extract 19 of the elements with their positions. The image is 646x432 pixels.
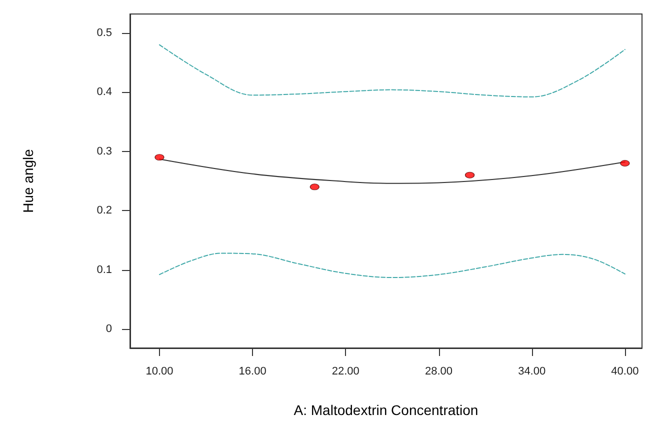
y-tick-label: 0 <box>106 323 112 336</box>
y-tick-label: 0.1 <box>96 264 112 276</box>
y-tick-label: 0.4 <box>96 86 112 98</box>
x-tick-label: 16.00 <box>238 366 266 378</box>
x-axis-title: A: Maltodextrin Concentration <box>294 402 478 418</box>
y-tick-label: 0.3 <box>96 145 112 158</box>
x-tick-label: 22.00 <box>332 366 360 378</box>
point <box>154 154 164 161</box>
y-axis-title: Hue angle <box>20 148 36 213</box>
x-tick-label: 40.00 <box>611 366 639 378</box>
y-tick-label: 0.2 <box>96 204 112 217</box>
point <box>310 184 320 190</box>
x-tick-label: 10.00 <box>146 366 174 378</box>
line-series <box>158 44 626 98</box>
x-tick-label: 28.00 <box>424 366 453 378</box>
x-tick-label: 34.00 <box>518 366 546 378</box>
point <box>620 160 630 167</box>
y-tick-label: 0.5 <box>96 26 112 39</box>
line-series <box>158 252 626 278</box>
